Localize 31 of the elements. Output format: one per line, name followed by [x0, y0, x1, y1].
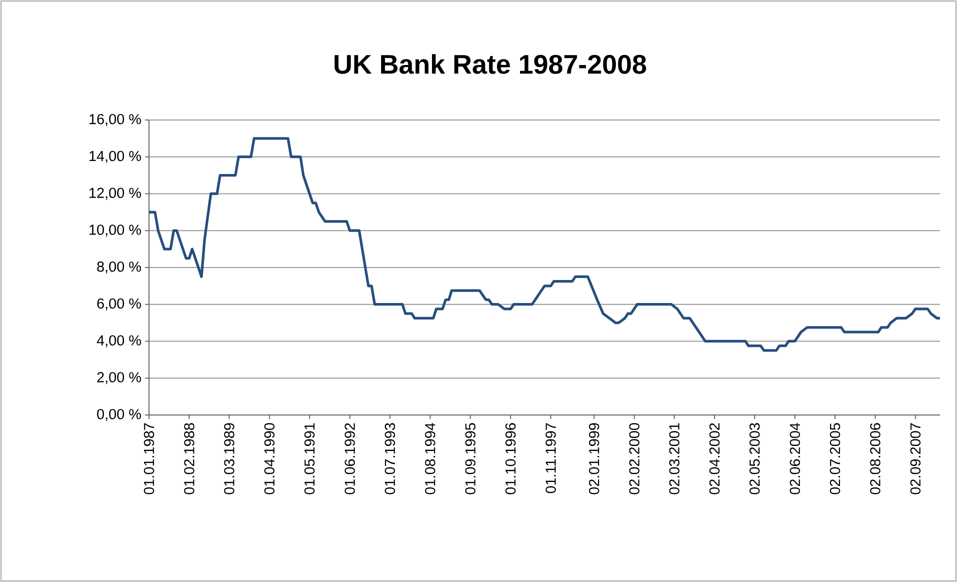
x-tick-label: 01.10.1996 [505, 423, 516, 494]
y-tick-label: 0,00 % [97, 409, 141, 421]
y-tick-label: 6,00 % [97, 298, 141, 310]
x-tick-label: 01.03.1989 [224, 423, 234, 494]
x-tick-label: 02.02.2000 [629, 423, 640, 494]
line-series [148, 137, 942, 352]
y-tick-label: 10,00 % [90, 224, 141, 237]
chart-title: UK Bank Rate 1987-2008 [334, 54, 646, 74]
y-tick-label: 12,00 % [90, 188, 141, 200]
y-tick-label: 2,00 % [97, 372, 141, 384]
x-tick-label: 01.11.1997 [546, 423, 556, 494]
x-tick-label: 01.07.1993 [384, 423, 396, 494]
x-tick-label: 02.09.2007 [910, 423, 921, 494]
y-tick-label: 14,00 % [90, 150, 141, 163]
x-tick-label: 01.02.1988 [184, 423, 194, 494]
x-tick-label: 01.08.1994 [425, 422, 436, 494]
y-tick-label: 8,00 % [97, 262, 141, 274]
x-tick-label: 02.08.2006 [870, 423, 880, 494]
y-tick-label: 4,00 % [96, 335, 141, 348]
x-tick-label: 01.06.1992 [344, 423, 355, 494]
x-tick-label: 02.04.2002 [709, 423, 720, 494]
x-tick-label: 02.06.2004 [790, 422, 800, 494]
x-tick-label: 02.03.2001 [669, 423, 680, 494]
x-tick-label: 01.05.1991 [304, 423, 315, 494]
x-tick-label: 02.05.2003 [749, 423, 760, 494]
x-tick-label: 01.04.1990 [264, 423, 275, 494]
x-tick-label: 02.01.1999 [588, 423, 600, 494]
x-tick-label: 01.09.1995 [465, 423, 476, 494]
y-tick-label: 16,00 % [90, 114, 141, 126]
x-tick-label: 01.01.1987 [144, 423, 154, 494]
x-tick-label: 02.07.2005 [830, 423, 840, 494]
